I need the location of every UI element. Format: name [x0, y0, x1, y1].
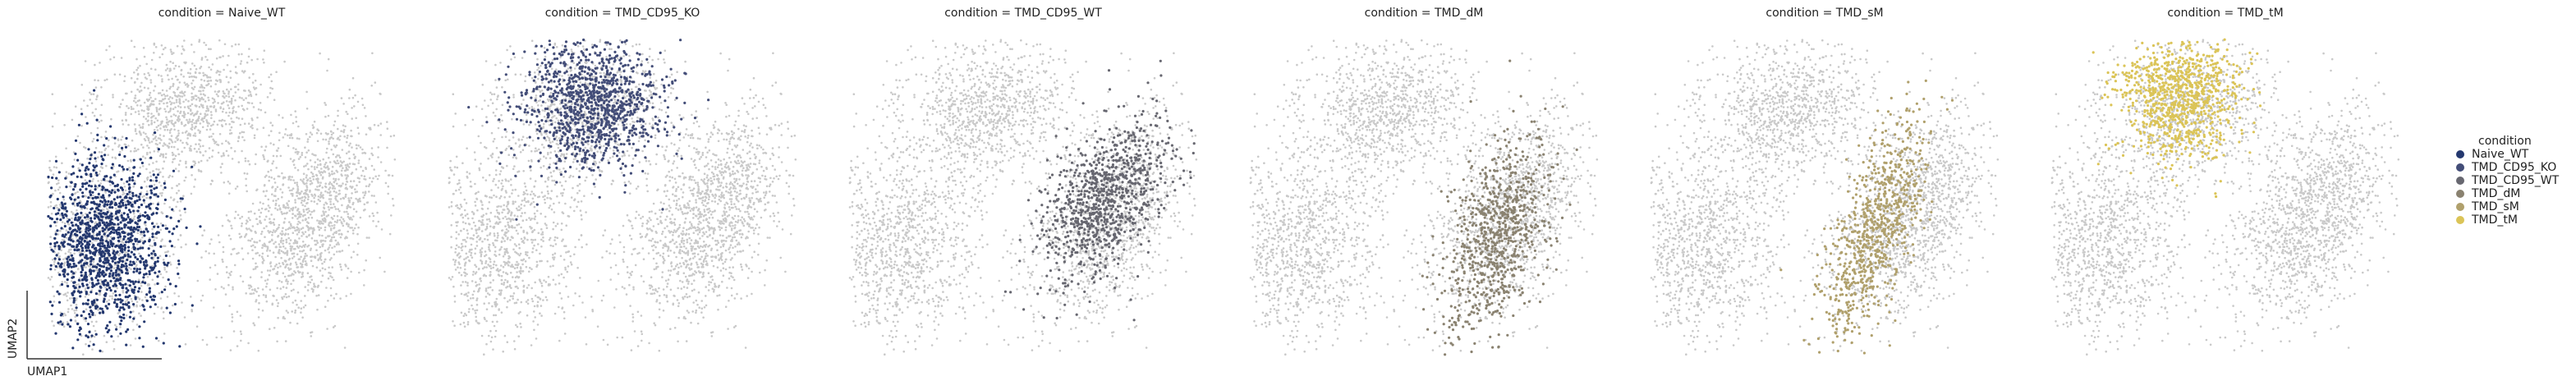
panel-tmd-sm: condition = TMD_sM	[1651, 7, 2000, 356]
panel-tmd-cd95-ko: condition = TMD_CD95_KO	[448, 7, 797, 356]
legend-label: TMD_dM	[2471, 187, 2520, 200]
panel-tmd-dm: condition = TMD_dM	[1250, 7, 1599, 356]
legend-marker	[2456, 150, 2464, 158]
background-points	[2051, 39, 2400, 356]
legend-label: TMD_sM	[2471, 200, 2519, 213]
legend-items: Naive_WTTMD_CD95_KOTMD_CD95_WTTMD_dMTMD_…	[2456, 148, 2560, 227]
panel-title: condition = TMD_CD95_WT	[944, 7, 1102, 20]
background-points	[849, 39, 1198, 356]
panel-title: condition = TMD_CD95_KO	[545, 7, 700, 20]
panel-title: condition = TMD_tM	[2167, 7, 2283, 20]
panel-title: condition = TMD_dM	[1365, 7, 1484, 20]
background-points	[448, 39, 797, 356]
panel-tmd-tm: condition = TMD_tM	[2051, 7, 2400, 356]
legend-label: Naive_WT	[2472, 148, 2529, 161]
panel-naive-wt: condition = Naive_WT	[47, 7, 396, 356]
highlighted-points	[1421, 60, 1578, 356]
legend-marker	[2456, 203, 2464, 211]
panel-tmd-cd95-wt: condition = TMD_CD95_WT	[849, 7, 1198, 356]
panel-title: condition = Naive_WT	[158, 7, 286, 20]
highlighted-points	[47, 89, 201, 353]
legend-title: condition	[2478, 135, 2532, 148]
legend-label: TMD_tM	[2471, 213, 2518, 227]
x-axis-label: UMAP1	[27, 365, 67, 379]
y-axis-label: UMAP2	[7, 319, 20, 359]
legend-marker	[2456, 216, 2464, 224]
legend-marker	[2456, 190, 2464, 198]
panel-title: condition = TMD_sM	[1766, 7, 1883, 20]
legend-label: TMD_CD95_WT	[2471, 174, 2560, 187]
legend-marker	[2456, 177, 2464, 185]
legend: condition Naive_WTTMD_CD95_KOTMD_CD95_WT…	[2456, 135, 2560, 227]
panels-group: condition = Naive_WT condition = TMD_CD95…	[47, 7, 2399, 356]
background-points	[1651, 39, 2000, 356]
legend-marker	[2456, 163, 2464, 172]
legend-label: TMD_CD95_KO	[2471, 161, 2556, 174]
